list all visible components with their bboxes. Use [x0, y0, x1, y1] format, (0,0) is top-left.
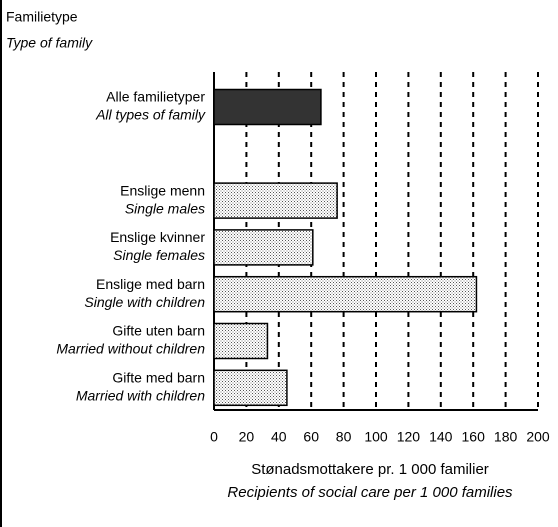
x-tick-label: 0	[210, 429, 218, 445]
y-tick-label: Enslige menn	[120, 182, 205, 198]
x-tick-label: 80	[336, 429, 352, 445]
axis-title: Recipients of social care per 1 000 fami…	[227, 484, 513, 501]
y-tick-label: Married with children	[76, 388, 205, 404]
bar	[213, 182, 338, 219]
bar	[213, 88, 322, 126]
axis-title: Stønadsmottakere pr. 1 000 familier	[251, 461, 489, 478]
axis-title: Familietype	[6, 9, 78, 25]
y-tick-label: Gifte uten barn	[112, 323, 205, 339]
y-tick-label: Enslige kvinner	[110, 229, 205, 245]
y-tick-label: Alle familietyper	[106, 89, 205, 105]
y-tick-label: Single females	[113, 247, 205, 263]
bar	[213, 369, 288, 407]
x-tick-label: 100	[364, 429, 388, 445]
x-tick-label: 140	[429, 429, 453, 445]
x-tick-label: 180	[494, 429, 518, 445]
axis-title: Type of family	[6, 35, 93, 51]
x-tick-label: 120	[397, 429, 421, 445]
bar	[213, 322, 269, 360]
bar	[213, 275, 478, 313]
y-tick-label: Single males	[125, 200, 205, 216]
y-tick-label: Gifte med barn	[112, 370, 205, 386]
y-tick-label: Enslige med barn	[96, 276, 205, 292]
x-tick-label: 40	[271, 429, 287, 445]
x-tick-label: 20	[239, 429, 255, 445]
bar	[213, 229, 314, 266]
y-tick-label: Married without children	[56, 341, 205, 357]
x-tick-label: 160	[462, 429, 486, 445]
x-tick-label: 60	[303, 429, 319, 445]
y-tick-label: Single with children	[84, 294, 205, 310]
y-tick-label: All types of family	[95, 107, 206, 123]
x-tick-label: 200	[526, 429, 550, 445]
